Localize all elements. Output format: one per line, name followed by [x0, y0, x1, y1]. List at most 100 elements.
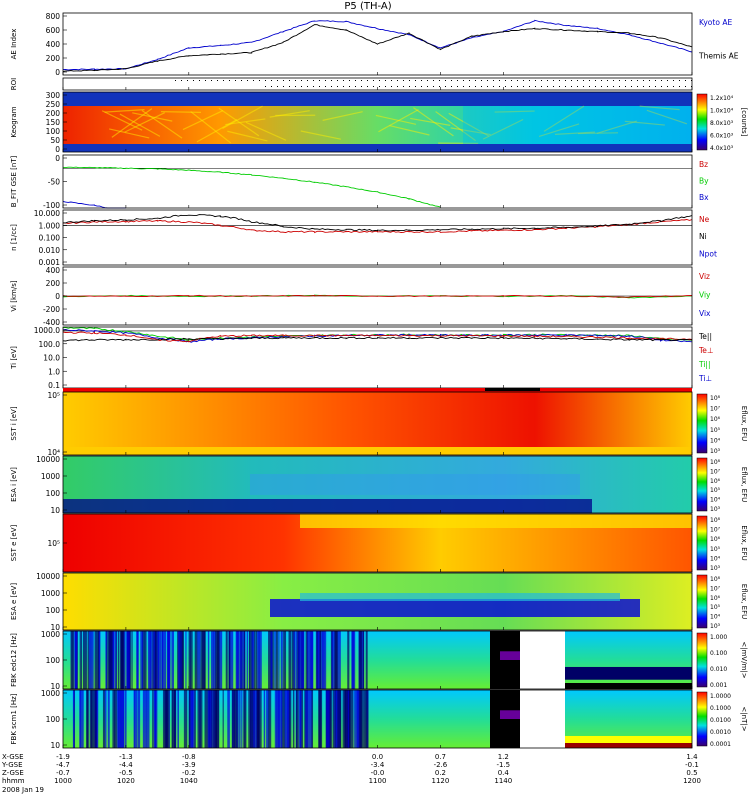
y-tick-label: 600: [46, 26, 61, 35]
roi-dot: [343, 80, 344, 81]
roi-dot: [307, 86, 308, 87]
roi-dot: [403, 80, 404, 81]
plot-title: P5 (TH-A): [344, 1, 391, 12]
roi-dot: [313, 80, 314, 81]
fbk-stripe: [161, 631, 163, 689]
fbk-stripe: [229, 631, 231, 689]
fbk-stripe: [294, 631, 295, 689]
fbk-stripe: [197, 631, 200, 689]
y-tick-label: 0: [55, 68, 60, 77]
fbk-stripe: [202, 631, 206, 689]
panel-ylabel: ESA i [eV]: [10, 467, 18, 502]
colorbar-tick: 1.000: [710, 634, 727, 641]
colorbar-tick: 1.0x10⁴: [710, 108, 734, 115]
roi-dot: [451, 80, 452, 81]
y-tick-label: 10.0: [43, 354, 60, 363]
fbk-stripe: [253, 690, 257, 748]
fbk-stripe: [244, 631, 245, 689]
fbk-stripe: [174, 690, 176, 748]
roi-dot: [211, 80, 212, 81]
fbk-stripe: [204, 690, 207, 748]
fbk-stripe: [171, 631, 174, 689]
y-tick-label: 10: [50, 741, 60, 750]
roi-dot: [589, 80, 590, 81]
roi-dot: [409, 80, 410, 81]
sste-top: [300, 514, 692, 528]
roi-dot: [265, 80, 266, 81]
colorbar-tick: 10⁴: [710, 497, 721, 504]
roi-dot: [655, 80, 656, 81]
fbk-stripe: [105, 690, 107, 748]
fbk-stripe: [259, 631, 262, 689]
fbk-stripe: [278, 690, 282, 748]
roi-dot: [547, 80, 548, 81]
colorbar: [697, 692, 707, 746]
footer-value: -3.4: [371, 761, 385, 769]
legend-2: Bx: [699, 193, 709, 202]
fbk-stripe: [343, 690, 347, 748]
series-bx: [63, 201, 126, 208]
fbk-stripe: [189, 631, 191, 689]
roi-dot: [361, 80, 362, 81]
fbk-stripe: [270, 631, 272, 689]
fbk-stripe: [118, 690, 121, 748]
fbk-stripe: [352, 631, 355, 689]
roi-dot: [343, 86, 344, 87]
footer-value: -1.3: [119, 753, 133, 761]
colorbar: [697, 633, 707, 687]
colorbar-tick: 8.0x10³: [710, 120, 734, 127]
y-tick-label: 1000.0: [34, 326, 60, 335]
footer-value: -1.5: [496, 761, 510, 769]
roi-dot: [337, 86, 338, 87]
y-tick-label: 150: [46, 118, 61, 127]
legend-0: Te||: [698, 332, 712, 341]
y-tick-label: -200: [43, 305, 60, 314]
roi-dot: [613, 80, 614, 81]
roi-dot: [361, 86, 362, 87]
fbk-stripe: [204, 631, 205, 689]
roi-dot: [313, 86, 314, 87]
colorbar-tick: 10⁷: [710, 468, 721, 475]
fbk-stripe: [364, 690, 367, 748]
footer-value: 1120: [431, 777, 449, 785]
footer-row-label: Z-GSE: [2, 769, 24, 777]
roi-dot: [517, 86, 518, 87]
roi-dot: [319, 86, 320, 87]
y-tick-label: 800: [46, 12, 61, 21]
roi-dot: [409, 86, 410, 87]
y-tick-label: 100: [46, 715, 61, 724]
legend-0: Bz: [699, 160, 708, 169]
y-tick-label: 50: [50, 136, 60, 145]
fbk-stripe: [232, 690, 236, 748]
colorbar-tick: 10³: [710, 565, 721, 572]
roi-dot: [457, 80, 458, 81]
panel-ylabel: Vi [km/s]: [10, 280, 18, 311]
fbk-stripe: [283, 631, 286, 689]
colorbar-label: Eflux, EFU: [740, 467, 748, 502]
panel-11: FBK edc12 [Hz]1.0000.1000.0100.001<|mV/m…: [10, 630, 748, 691]
roi-dot: [427, 80, 428, 81]
colorbar-tick: 0.001: [710, 682, 727, 689]
roi-dot: [583, 80, 584, 81]
roi-dot: [529, 86, 530, 87]
roi-dot: [439, 86, 440, 87]
roi-dot: [397, 86, 398, 87]
colorbar-tick: 10⁶: [710, 536, 721, 543]
fbk-stripe: [300, 690, 301, 748]
roi-dot: [607, 86, 608, 87]
fbk-stripe: [300, 631, 303, 689]
y-tick-label: 1.0: [48, 367, 60, 376]
panel-ylabel: B_FIT GSE [nT]: [10, 155, 18, 207]
fbk-stripe: [91, 631, 93, 689]
roi-dot: [577, 80, 578, 81]
fbk-stripe: [73, 690, 74, 748]
fbk-stripe: [172, 690, 173, 748]
fbk-stripe: [167, 631, 170, 689]
fbk-floor: [565, 683, 692, 689]
roi-dot: [193, 80, 194, 81]
roi-dot: [259, 80, 260, 81]
colorbar-tick: 10³: [710, 506, 721, 513]
roi-dot: [499, 86, 500, 87]
roi-dot: [349, 80, 350, 81]
